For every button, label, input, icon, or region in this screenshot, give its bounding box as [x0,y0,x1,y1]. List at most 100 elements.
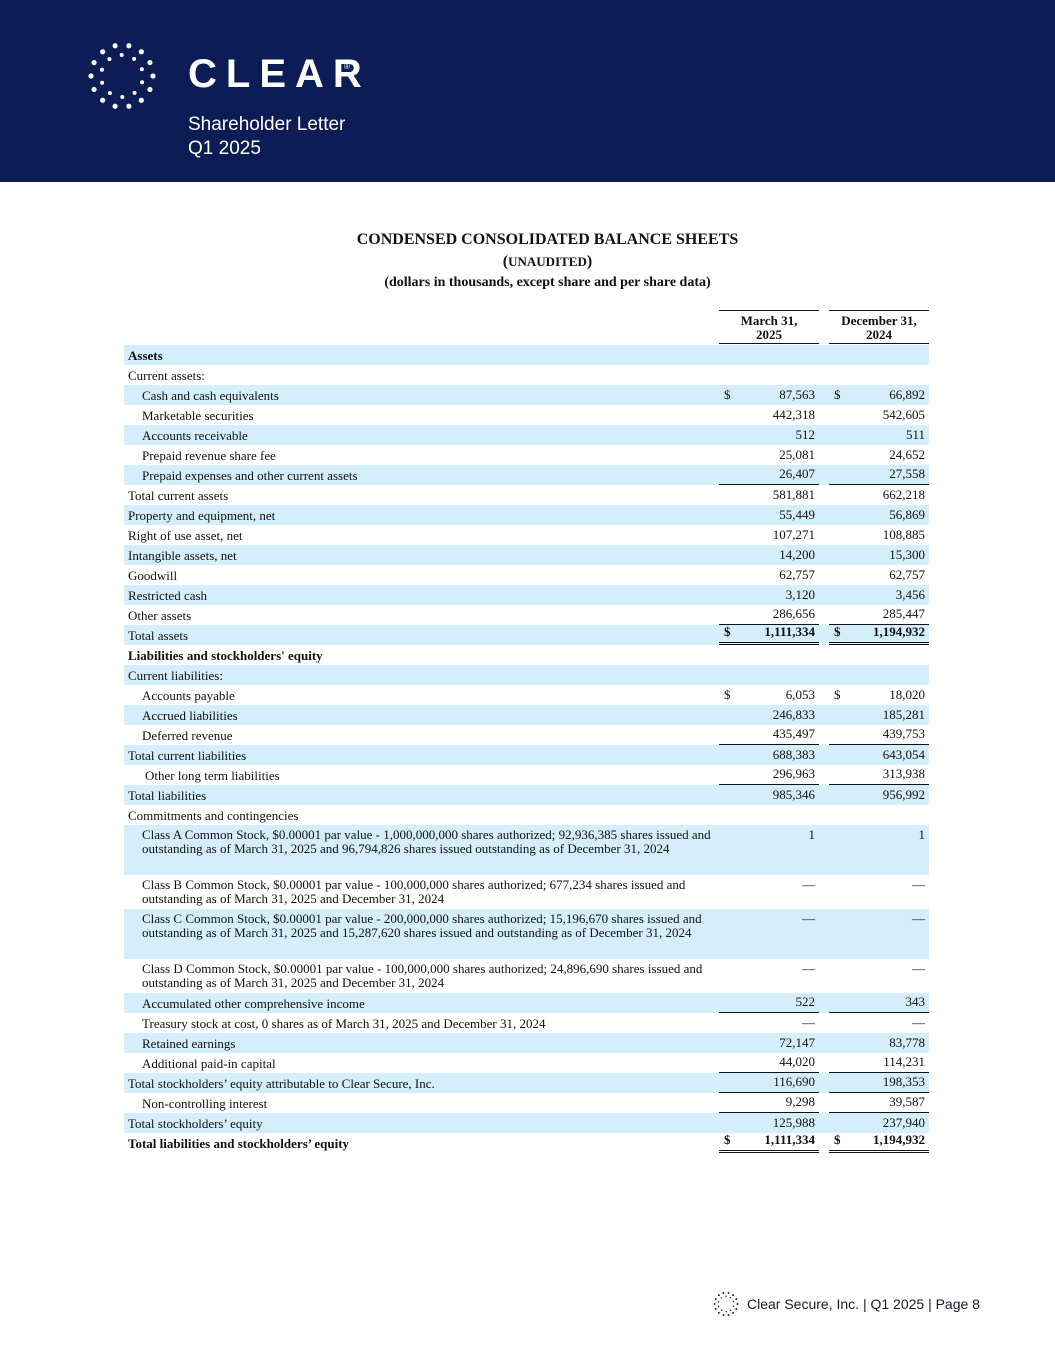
document-units-note: (dollars in thousands, except share and … [384,275,711,290]
cell-value: 512 [795,427,816,442]
logo-dot [735,1307,738,1310]
cell-value: — [802,1015,815,1030]
cell-value: 511 [905,427,925,442]
logo-dot [722,1314,725,1317]
value-december-2024: 439,753 [829,725,929,745]
table-row: Total current assets 581,881 662,218 [124,485,929,505]
row-label: Total current liabilities [128,748,247,763]
value-december-2024: 83,778 [829,1033,929,1053]
row-label: Assets [128,348,163,363]
value-december-2024: 313,938 [829,765,929,785]
page-header: CLEAR ® Shareholder Letter Q1 2025 [0,0,1055,182]
header-subtitle-2: Q1 2025 [188,138,261,159]
table-row: Prepaid revenue share fee 25,081 24,652 [124,445,929,465]
value-december-2024: $1,194,932 [829,1132,929,1153]
currency-symbol: $ [724,387,731,402]
table-row: Intangible assets, net 14,200 15,300 [124,545,929,565]
value-december-2024: 62,757 [829,565,929,585]
value-march-2025: $1,111,334 [719,1132,819,1153]
row-label: Intangible assets, net [128,548,237,563]
cell-value: 83,778 [889,1035,925,1050]
value-march-2025: $1,111,334 [719,624,819,645]
value-march-2025: 14,200 [719,545,819,565]
table-row: Right of use asset, net 107,271 108,885 [124,525,929,545]
logo-dot [717,1311,720,1314]
logo-dot [735,1298,738,1301]
table-row: Accumulated other comprehensive income 52… [124,993,929,1013]
value-december-2024 [829,345,929,365]
value-december-2024: 27,558 [829,465,929,485]
row-label: Non-controlling interest [142,1096,268,1111]
logo-dot [717,1300,720,1303]
table-row: Accounts receivable 512 511 [124,425,929,445]
logo-dot [727,1314,730,1317]
logo-dot [147,59,153,66]
cell-value: — [802,961,815,976]
value-march-2025: 246,833 [719,705,819,725]
currency-symbol: $ [724,624,731,639]
row-label: Class B Common Stock, $0.00001 par value… [142,877,686,906]
row-label: Other long term liabilities [145,768,280,783]
logo-dot [717,1305,720,1308]
value-march-2025: 522 [719,993,819,1013]
logo-dot [112,43,118,49]
row-label: Total liabilities [128,788,207,803]
value-march-2025: $6,053 [719,685,819,705]
row-label: Prepaid expenses and other current asset… [142,468,358,483]
logo-dot [729,1309,732,1311]
value-march-2025: 25,081 [719,445,819,465]
logo-dot [736,1303,739,1305]
value-march-2025: 442,318 [719,405,819,425]
value-march-2025: 107,271 [719,525,819,545]
row-label: Goodwill [128,568,178,583]
currency-symbol: $ [834,1132,841,1147]
row-label: Commitments and contingencies [128,808,299,823]
value-march-2025: 125,988 [719,1113,819,1133]
value-december-2024 [829,665,929,685]
value-december-2024: 185,281 [829,705,929,725]
cell-value: 1,194,932 [873,624,925,639]
row-label: Accounts payable [142,688,235,703]
logo-dot [139,67,144,72]
cell-value: 116,690 [773,1074,815,1089]
value-december-2024: 56,869 [829,505,929,525]
table-row: Non-controlling interest 9,298 39,587 [124,1093,929,1113]
currency-symbol: $ [724,1132,731,1147]
value-december-2024: 1 [829,825,929,845]
cell-value: 24,652 [889,447,925,462]
logo-dot [720,1309,723,1312]
row-label: Total liabilities and stockholders’ equi… [128,1136,350,1151]
value-december-2024: — [829,959,929,979]
logo-dot [100,80,105,85]
value-march-2025: 26,407 [719,465,819,485]
table-row: Accrued liabilities 246,833 185,281 [124,705,929,725]
row-label: Additional paid-in capital [142,1056,276,1071]
logo-dot [126,43,132,49]
cell-value: 237,940 [882,1115,925,1130]
value-march-2025: 55,449 [719,505,819,525]
footer-text: Clear Secure, Inc. | Q1 2025 | Page 8 [747,1296,980,1312]
cell-value: 6,053 [785,687,815,702]
value-december-2024: 956,992 [829,785,929,805]
value-december-2024 [829,365,929,385]
cell-value: 313,938 [882,766,925,781]
row-label: Total stockholders’ equity [128,1116,263,1131]
row-label: Property and equipment, net [128,508,276,523]
cell-value: 1,111,334 [764,624,815,639]
cell-value: 15,300 [889,547,925,562]
cell-value: 18,020 [889,687,925,702]
value-march-2025: 286,656 [719,605,819,625]
table-row: Additional paid-in capital 44,020 114,231 [124,1053,929,1073]
column-header-row: March 31, 2025 December 31, 2024 [124,310,929,345]
currency-symbol: $ [834,387,841,402]
table-body: Assets Current assets: Cash and cash equiv… [124,345,929,1153]
logo-dot [91,86,97,93]
logo-dot [138,49,144,55]
logo-dot [100,97,106,103]
logo-dot [732,1311,735,1314]
table-row: Liabilities and stockholders' equity [124,645,929,665]
logo-dot [119,53,124,58]
value-december-2024: $66,892 [829,385,929,405]
table-row: Total stockholders’ equity 125,988 237,940 [124,1113,929,1133]
column-header-line: 2025 [756,327,782,342]
